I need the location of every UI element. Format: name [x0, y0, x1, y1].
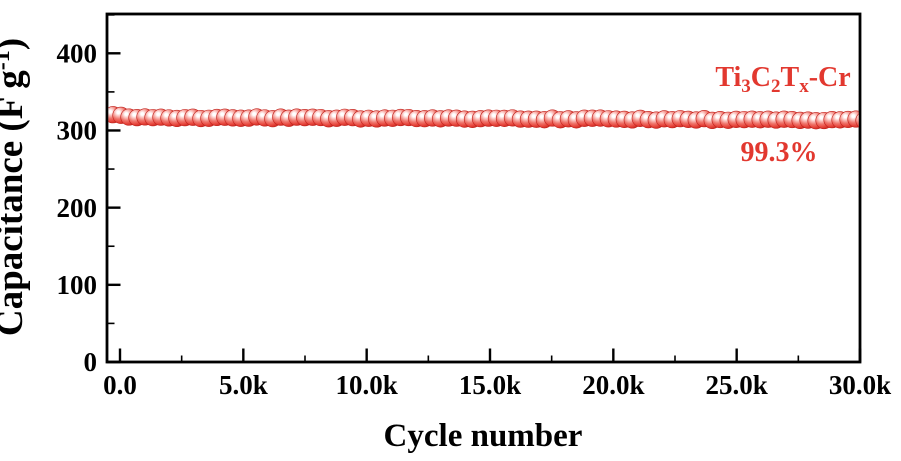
svg-text:20.0k: 20.0k: [582, 370, 644, 400]
svg-text:15.0k: 15.0k: [459, 370, 521, 400]
svg-text:Cycle number: Cycle number: [384, 418, 583, 454]
svg-text:10.0k: 10.0k: [336, 370, 398, 400]
svg-text:400: 400: [57, 39, 98, 69]
svg-text:5.0k: 5.0k: [219, 370, 268, 400]
svg-text:0: 0: [84, 347, 98, 377]
svg-text:200: 200: [57, 193, 98, 223]
svg-text:99.3%: 99.3%: [741, 137, 818, 168]
svg-text:100: 100: [57, 270, 98, 300]
svg-text:Capacitance (F g-1): Capacitance (F g-1): [0, 38, 31, 336]
svg-text:0.0: 0.0: [103, 370, 137, 400]
svg-text:25.0k: 25.0k: [706, 370, 768, 400]
svg-text:Ti3C2Tx-Cr: Ti3C2Tx-Cr: [715, 62, 850, 97]
svg-text:30.0k: 30.0k: [829, 370, 891, 400]
svg-text:300: 300: [57, 116, 98, 146]
